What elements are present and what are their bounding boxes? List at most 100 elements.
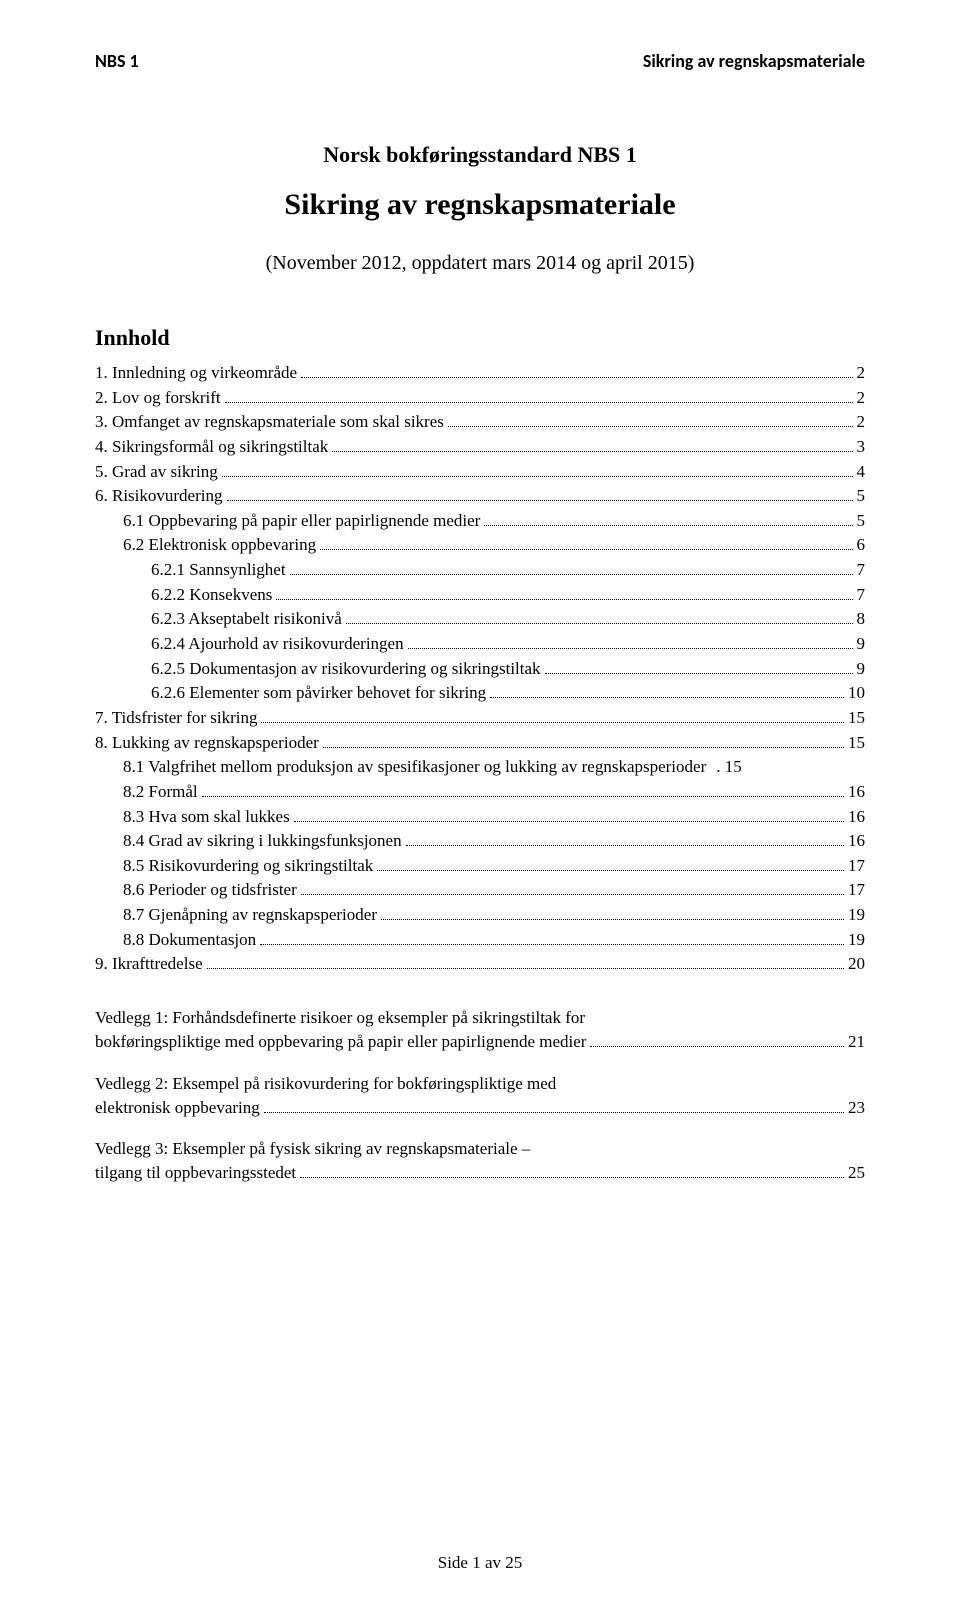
toc-leader: [300, 1163, 844, 1178]
appendix-entry-line1: Vedlegg 3: Eksempler på fysisk sikring a…: [95, 1138, 865, 1161]
toc-entry-page: . 15: [716, 755, 742, 780]
toc-leader: [225, 387, 853, 402]
toc-entry-label: 6.2.2 Konsekvens: [151, 583, 272, 608]
toc-leader: [408, 634, 853, 649]
document-title-line1: Norsk bokføringsstandard NBS 1: [95, 142, 865, 168]
toc-entry: 4. Sikringsformål og sikringstiltak3: [95, 435, 865, 460]
toc-entry-label: 1. Innledning og virkeområde: [95, 361, 297, 386]
toc-entry: 2. Lov og forskrift2: [95, 386, 865, 411]
appendix-entry-line2: elektronisk oppbevaring23: [95, 1096, 865, 1121]
toc-leader: [207, 954, 844, 969]
page-header: NBS 1 Sikring av regnskapsmateriale: [95, 50, 865, 72]
toc-entry: 6.2 Elektronisk oppbevaring6: [95, 533, 865, 558]
toc-entry-label: 8.7 Gjenåpning av regnskapsperioder: [123, 903, 377, 928]
toc-entry-label: 6.2.6 Elementer som påvirker behovet for…: [151, 681, 486, 706]
toc-leader: [320, 535, 852, 550]
appendix-entry-line2: tilgang til oppbevaringsstedet25: [95, 1161, 865, 1186]
appendix-entry: Vedlegg 3: Eksempler på fysisk sikring a…: [95, 1138, 865, 1186]
toc-entry: 6.2.4 Ajourhold av risikovurderingen9: [95, 632, 865, 657]
toc-entry: 3. Omfanget av regnskapsmateriale som sk…: [95, 410, 865, 435]
toc-leader: [590, 1032, 844, 1047]
toc-leader: [222, 461, 853, 476]
appendix-entry: Vedlegg 1: Forhåndsdefinerte risikoer og…: [95, 1007, 865, 1055]
toc-leader: [346, 609, 853, 624]
toc-entry-page: 17: [848, 878, 865, 903]
document-title-line2: Sikring av regnskapsmateriale: [95, 188, 865, 222]
page-footer: Side 1 av 25: [0, 1553, 960, 1573]
toc-leader: [710, 757, 712, 772]
toc-leader: [484, 511, 852, 526]
header-right: Sikring av regnskapsmateriale: [643, 50, 865, 72]
toc-leader: [276, 584, 852, 599]
toc-entry: 6.2.1 Sannsynlighet7: [95, 558, 865, 583]
toc-entry-label: 6.1 Oppbevaring på papir eller papirlign…: [123, 509, 480, 534]
toc-leader: [490, 683, 844, 698]
toc-entry-label: 6.2.3 Akseptabelt risikonivå: [151, 607, 342, 632]
toc-entry: 8.7 Gjenåpning av regnskapsperioder 19: [95, 903, 865, 928]
toc-entry-label: 5. Grad av sikring: [95, 460, 218, 485]
toc-entry-page: 9: [857, 632, 866, 657]
toc-entry-page: 16: [848, 780, 865, 805]
toc-entry-page: 20: [848, 952, 865, 977]
toc-leader: [227, 486, 853, 501]
appendix-list: Vedlegg 1: Forhåndsdefinerte risikoer og…: [95, 1007, 865, 1186]
toc-entry-label: 8.4 Grad av sikring i lukkingsfunksjonen: [123, 829, 402, 854]
header-left: NBS 1: [95, 50, 139, 72]
toc-entry-label: 4. Sikringsformål og sikringstiltak: [95, 435, 328, 460]
toc-entry-page: 15: [848, 706, 865, 731]
toc-entry: 9. Ikrafttredelse 20: [95, 952, 865, 977]
toc-entry: 8.8 Dokumentasjon19: [95, 928, 865, 953]
toc-entry-page: 19: [848, 928, 865, 953]
toc-entry: 8.4 Grad av sikring i lukkingsfunksjonen…: [95, 829, 865, 854]
toc-leader: [202, 782, 844, 797]
appendix-entry-line1: Vedlegg 1: Forhåndsdefinerte risikoer og…: [95, 1007, 865, 1030]
toc-entry-label: 8.1 Valgfrihet mellom produksjon av spes…: [123, 755, 706, 780]
appendix-entry-line1: Vedlegg 2: Eksempel på risikovurdering f…: [95, 1073, 865, 1096]
toc-leader: [448, 412, 853, 427]
toc-entry-label: 9. Ikrafttredelse: [95, 952, 203, 977]
toc-entry-page: 19: [848, 903, 865, 928]
toc-entry-page: 7: [857, 583, 866, 608]
appendix-entry-line2: bokføringspliktige med oppbevaring på pa…: [95, 1030, 865, 1055]
toc-heading: Innhold: [95, 325, 865, 351]
toc-entry-label: 8. Lukking av regnskapsperioder: [95, 731, 319, 756]
toc-leader: [301, 880, 844, 895]
toc-entry-page: 15: [848, 731, 865, 756]
toc-leader: [377, 856, 844, 871]
appendix-entry-page: 25: [848, 1161, 865, 1186]
toc-leader: [294, 806, 844, 821]
toc-entry: 6.1 Oppbevaring på papir eller papirlign…: [95, 509, 865, 534]
toc-entry: 6.2.3 Akseptabelt risikonivå 8: [95, 607, 865, 632]
toc-entry-label: 6. Risikovurdering: [95, 484, 223, 509]
toc-leader: [264, 1097, 844, 1112]
toc-entry-page: 2: [857, 386, 866, 411]
toc-entry-page: 9: [857, 657, 866, 682]
toc-entry-page: 17: [848, 854, 865, 879]
toc-entry-page: 8: [857, 607, 866, 632]
toc-entry-label: 8.5 Risikovurdering og sikringstiltak: [123, 854, 373, 879]
toc-entry-page: 2: [857, 410, 866, 435]
appendix-entry-label: bokføringspliktige med oppbevaring på pa…: [95, 1030, 586, 1055]
toc-entry: 8.3 Hva som skal lukkes16: [95, 805, 865, 830]
toc-entry: 8.5 Risikovurdering og sikringstiltak 17: [95, 854, 865, 879]
appendix-entry-label: elektronisk oppbevaring: [95, 1096, 260, 1121]
toc-leader: [261, 708, 844, 723]
toc-entry-label: 8.3 Hva som skal lukkes: [123, 805, 290, 830]
document-subtitle: (November 2012, oppdatert mars 2014 og a…: [95, 252, 865, 275]
toc-entry-label: 8.2 Formål: [123, 780, 198, 805]
toc-leader: [545, 658, 853, 673]
toc-entry-page: 10: [848, 681, 865, 706]
toc-entry-label: 6.2.5 Dokumentasjon av risikovurdering o…: [151, 657, 541, 682]
toc-leader: [332, 437, 852, 452]
appendix-entry-page: 21: [848, 1030, 865, 1055]
toc-leader: [406, 831, 844, 846]
toc-entry: 8.6 Perioder og tidsfrister 17: [95, 878, 865, 903]
toc-entry: 6.2.5 Dokumentasjon av risikovurdering o…: [95, 657, 865, 682]
toc-entry-page: 7: [857, 558, 866, 583]
toc-entry-label: 8.6 Perioder og tidsfrister: [123, 878, 297, 903]
toc-leader: [323, 732, 844, 747]
toc-entry: 5. Grad av sikring4: [95, 460, 865, 485]
toc-entry-page: 2: [857, 361, 866, 386]
toc-entry: 6. Risikovurdering5: [95, 484, 865, 509]
toc-entry: 6.2.6 Elementer som påvirker behovet for…: [95, 681, 865, 706]
